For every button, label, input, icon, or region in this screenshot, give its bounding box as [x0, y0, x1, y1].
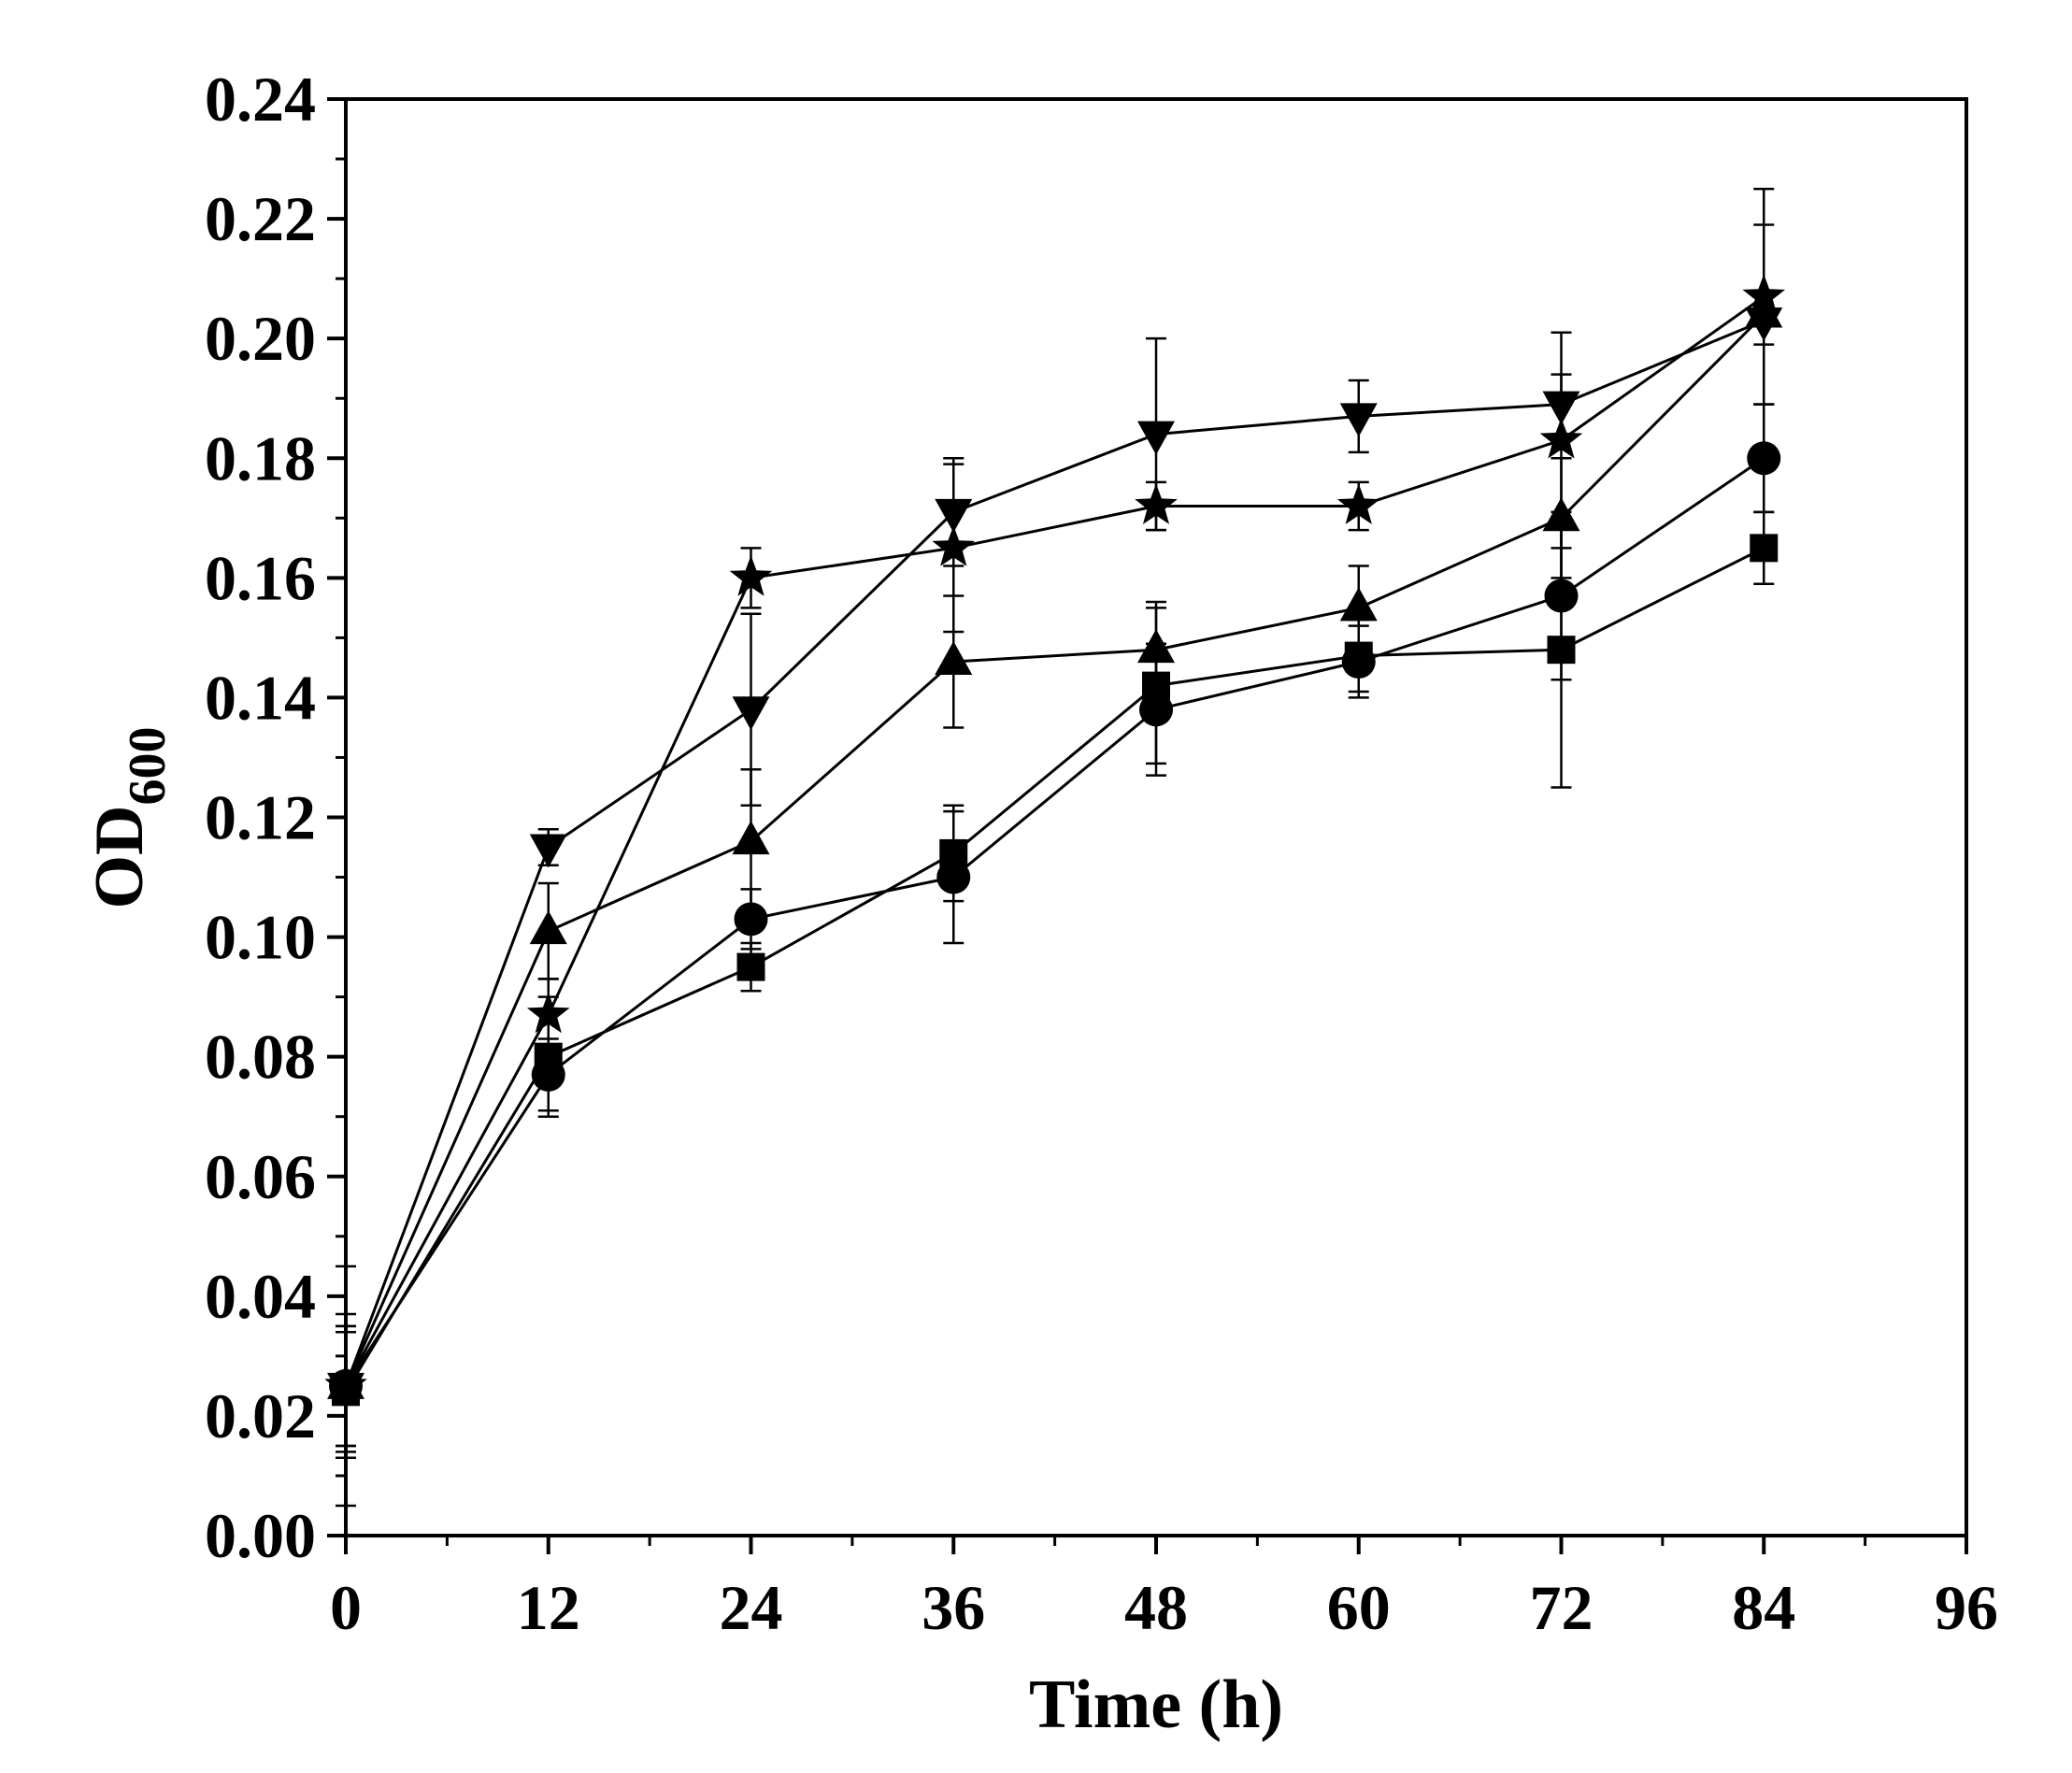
- series-markers: [324, 274, 1786, 1407]
- triangle-down-marker: [1339, 403, 1378, 437]
- circle-marker: [1341, 644, 1376, 679]
- star-marker: [1336, 483, 1380, 524]
- series-line-triangle-down: [344, 319, 1765, 1387]
- series-lines: [344, 295, 1765, 1394]
- y-tick-label: 0.22: [205, 183, 316, 254]
- circle-marker: [1544, 579, 1579, 613]
- y-tick-label: 0.18: [205, 422, 316, 493]
- circle-marker: [1747, 441, 1781, 476]
- triangle-up-marker: [1137, 629, 1175, 664]
- triangle-down-marker: [1542, 391, 1580, 425]
- x-tick-label: 96: [1935, 1572, 1998, 1643]
- triangle-down-marker: [732, 696, 770, 731]
- y-tick-label: 0.16: [205, 542, 316, 613]
- y-tick-label: 0.08: [205, 1022, 316, 1093]
- y-tick-labels: 0.00 0.02 0.04 0.06 0.08 0.10 0.12 0.14 0.16 0.18…: [205, 64, 316, 1571]
- x-tick-label: 24: [720, 1572, 783, 1643]
- square-marker: [1750, 534, 1779, 563]
- x-tick-label: 12: [517, 1572, 580, 1643]
- triangle-down-marker: [529, 834, 567, 868]
- x-tick-label: 36: [922, 1572, 985, 1643]
- star-marker: [1135, 483, 1178, 524]
- y-tick-label: 0.14: [205, 662, 316, 733]
- plot-frame: [344, 97, 1968, 1537]
- triangle-down-marker: [1745, 307, 1783, 341]
- star-marker: [526, 992, 570, 1034]
- y-tick-label: 0.06: [205, 1141, 316, 1212]
- triangle-up-marker: [529, 910, 567, 945]
- axis-ticks: [327, 97, 1968, 1554]
- star-marker: [1742, 274, 1786, 315]
- triangle-up-marker: [935, 640, 973, 675]
- x-tick-label: 60: [1327, 1572, 1391, 1643]
- circle-marker: [531, 1057, 565, 1092]
- series-line-triangle-up: [344, 313, 1765, 1387]
- triangle-down-marker: [1137, 421, 1175, 455]
- y-tick-label: 0.24: [205, 64, 316, 135]
- square-marker: [1547, 636, 1576, 665]
- series-line-square: [344, 546, 1765, 1394]
- x-tick-label: 84: [1732, 1572, 1795, 1643]
- y-tick-label: 0.20: [205, 303, 316, 374]
- triangle-up-marker: [1339, 587, 1378, 622]
- x-tick-labels: 0 12 24 36 48 60 72 84 96: [330, 1572, 1998, 1643]
- y-axis-title: OD600: [81, 727, 177, 909]
- circle-marker: [734, 902, 768, 937]
- y-tick-label: 0.02: [205, 1380, 316, 1451]
- x-tick-label: 72: [1530, 1572, 1593, 1643]
- star-marker: [729, 555, 773, 596]
- y-tick-label: 0.04: [205, 1261, 316, 1332]
- triangle-up-marker: [1542, 497, 1580, 532]
- triangle-down-marker: [935, 498, 973, 533]
- square-marker: [736, 952, 765, 981]
- x-tick-label: 48: [1124, 1572, 1188, 1643]
- y-tick-label: 0.10: [205, 902, 316, 973]
- x-tick-label: 0: [330, 1572, 362, 1643]
- circle-marker: [1139, 693, 1173, 727]
- star-marker: [932, 525, 976, 566]
- star-marker: [1539, 418, 1583, 459]
- y-axis-title-main: OD: [81, 806, 158, 909]
- x-axis-title: Time (h): [1029, 1666, 1283, 1743]
- y-axis-title-subscript: 600: [119, 727, 177, 806]
- y-tick-label: 0.00: [205, 1500, 316, 1571]
- series-line-star: [344, 295, 1765, 1387]
- series-line-circle: [344, 457, 1765, 1387]
- triangle-up-marker: [732, 821, 770, 855]
- circle-marker: [936, 860, 971, 894]
- y-tick-label: 0.12: [205, 782, 316, 853]
